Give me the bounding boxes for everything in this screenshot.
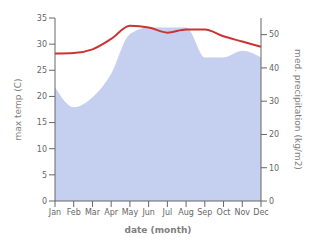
svg-text:Apr: Apr — [104, 208, 119, 217]
svg-text:med. precipitation (kg/m2): med. precipitation (kg/m2) — [293, 49, 303, 170]
svg-text:20: 20 — [37, 92, 47, 101]
svg-text:Dec: Dec — [253, 208, 268, 217]
svg-text:10: 10 — [37, 145, 47, 154]
svg-text:10: 10 — [269, 164, 279, 173]
svg-text:20: 20 — [269, 130, 279, 139]
svg-text:Feb: Feb — [67, 208, 81, 217]
svg-text:Sep: Sep — [197, 208, 212, 217]
svg-text:0: 0 — [269, 197, 274, 206]
svg-text:5: 5 — [42, 171, 47, 180]
svg-text:25: 25 — [37, 66, 47, 75]
svg-text:30: 30 — [37, 40, 47, 49]
svg-text:Oct: Oct — [217, 208, 231, 217]
svg-text:40: 40 — [269, 64, 279, 73]
svg-text:15: 15 — [37, 118, 47, 127]
svg-text:Nov: Nov — [234, 208, 250, 217]
svg-text:35: 35 — [37, 14, 47, 23]
svg-text:0: 0 — [42, 197, 47, 206]
svg-text:30: 30 — [269, 97, 279, 106]
svg-text:max temp (C): max temp (C) — [13, 78, 23, 140]
svg-text:May: May — [122, 208, 139, 217]
svg-text:Jun: Jun — [141, 208, 155, 217]
svg-text:date (month): date (month) — [125, 225, 192, 235]
svg-text:Mar: Mar — [85, 208, 101, 217]
svg-text:50: 50 — [269, 30, 279, 39]
svg-text:Aug: Aug — [178, 208, 194, 217]
svg-text:Jan: Jan — [48, 208, 61, 217]
svg-text:Jul: Jul — [162, 208, 173, 217]
